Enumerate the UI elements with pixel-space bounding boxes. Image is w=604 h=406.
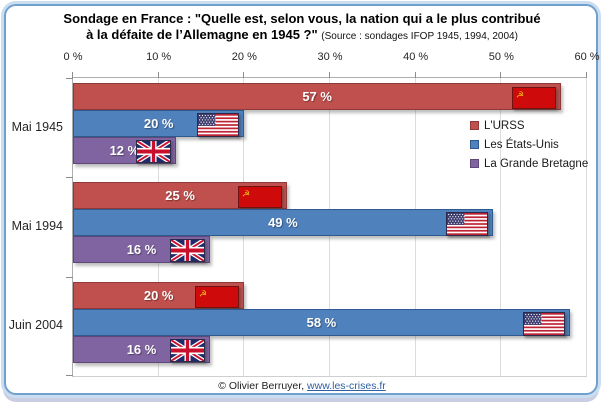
bar-usa-mai-1945: 20 % bbox=[73, 110, 245, 137]
category-label-mai-1994: Mai 1994 bbox=[11, 219, 63, 233]
bar-value-label: 57 % bbox=[302, 89, 332, 104]
uk-flag-icon bbox=[170, 338, 206, 362]
x-axis-tick-label: 40 % bbox=[403, 51, 429, 63]
legend-label-uk: La Grande Bretagne bbox=[484, 157, 589, 170]
les-crises-link[interactable]: www.les-crises.fr bbox=[307, 380, 386, 392]
chart-source-note: (Source : sondages IFOP 1945, 1994, 2004… bbox=[321, 31, 518, 42]
axis-tick-mark bbox=[243, 72, 245, 78]
x-axis-tick-label: 10 % bbox=[146, 51, 172, 63]
bar-ussr-juin-2004: 20 % ☭ bbox=[73, 281, 245, 309]
bar-value-label: 25 % bbox=[165, 188, 195, 204]
axis-tick-mark bbox=[586, 72, 587, 78]
legend-item-uk: La Grande Bretagne bbox=[470, 154, 588, 173]
bar-value-label: 20 % bbox=[143, 287, 174, 303]
category-boundary-tick bbox=[66, 276, 73, 278]
bar-usa-mai-1994: 49 % bbox=[73, 209, 493, 237]
x-axis-tick-label: 0 % bbox=[63, 51, 83, 63]
bar-value-label: 16 % bbox=[126, 242, 157, 258]
category-boundary-tick bbox=[66, 375, 73, 376]
x-axis-tick-label: 60 % bbox=[574, 51, 600, 63]
legend-item-ussr: L'URSS bbox=[470, 116, 588, 135]
bar-value-label: 12 % bbox=[109, 143, 140, 158]
gridline-60% bbox=[586, 78, 587, 376]
category-label-juin-2004: Juin 2004 bbox=[8, 318, 63, 333]
gridline-50% bbox=[500, 78, 502, 376]
usa-flag-icon bbox=[522, 311, 565, 336]
usa-flag-icon bbox=[197, 113, 240, 137]
bar-ussr-mai-1994: 25 % ☭ bbox=[73, 182, 288, 210]
axis-tick-mark bbox=[329, 72, 330, 78]
bar-uk-juin-2004: 16 % bbox=[73, 335, 211, 363]
usa-flag-icon bbox=[445, 212, 488, 237]
x-axis-tick-label: 20 % bbox=[231, 51, 257, 63]
chart-title: Sondage en France : "Quelle est, selon v… bbox=[0, 11, 604, 45]
bar-value-label: 16 % bbox=[126, 341, 157, 357]
copyright-text: © Olivier Berruyer, bbox=[218, 380, 305, 392]
axis-tick-mark bbox=[157, 72, 159, 78]
svg-text:☭: ☭ bbox=[242, 190, 250, 200]
ussr-flag-icon: ☭ bbox=[195, 285, 240, 308]
ussr-flag-icon: ☭ bbox=[512, 87, 557, 109]
legend-swatch-uk bbox=[470, 159, 479, 168]
axis-tick-mark bbox=[414, 72, 416, 78]
legend: L'URSS Les États-Unis La Grande Bretagne bbox=[470, 116, 588, 173]
category-boundary-tick bbox=[66, 177, 73, 179]
bar-uk-mai-1945: 12 % bbox=[73, 137, 176, 164]
legend-label-usa: Les États-Unis bbox=[484, 138, 559, 151]
legend-item-usa: Les États-Unis bbox=[470, 135, 588, 154]
chart-footer: © Olivier Berruyer, www.les-crises.fr bbox=[0, 380, 604, 392]
chart-title-line2: à la défaite de l’Allemagne en 1945 ?" (… bbox=[0, 27, 604, 45]
bar-value-label: 20 % bbox=[143, 116, 174, 131]
svg-text:☭: ☭ bbox=[199, 289, 207, 299]
bar-ussr-mai-1945: 57 % ☭ bbox=[73, 83, 562, 110]
bar-value-label: 49 % bbox=[268, 215, 298, 231]
category-label-mai-1945: Mai 1945 bbox=[11, 119, 63, 134]
chart-title-line1: Sondage en France : "Quelle est, selon v… bbox=[63, 11, 541, 26]
legend-swatch-ussr bbox=[470, 121, 479, 130]
plot-area: 0 % 10 % 20 % 30 % 40 % 50 % 60 % Mai 1945 57 % ☭… bbox=[9, 51, 600, 377]
uk-flag-icon bbox=[135, 140, 171, 163]
bar-value-label: 58 % bbox=[306, 314, 337, 330]
axis-tick-mark bbox=[72, 72, 73, 78]
legend-label-ussr: L'URSS bbox=[484, 119, 525, 132]
category-boundary-tick bbox=[66, 78, 73, 79]
x-axis-tick-label: 30 % bbox=[317, 51, 343, 63]
uk-flag-icon bbox=[170, 239, 206, 263]
axis-tick-mark bbox=[500, 72, 502, 78]
bar-usa-juin-2004: 58 % bbox=[73, 308, 570, 336]
bar-uk-mai-1994: 16 % bbox=[73, 236, 211, 264]
ussr-flag-icon: ☭ bbox=[238, 186, 283, 209]
x-axis-tick-label: 50 % bbox=[488, 51, 514, 63]
chart-title-line2-text: à la défaite de l’Allemagne en 1945 ?" bbox=[86, 27, 318, 42]
svg-text:☭: ☭ bbox=[516, 91, 524, 101]
legend-swatch-usa bbox=[470, 140, 479, 149]
